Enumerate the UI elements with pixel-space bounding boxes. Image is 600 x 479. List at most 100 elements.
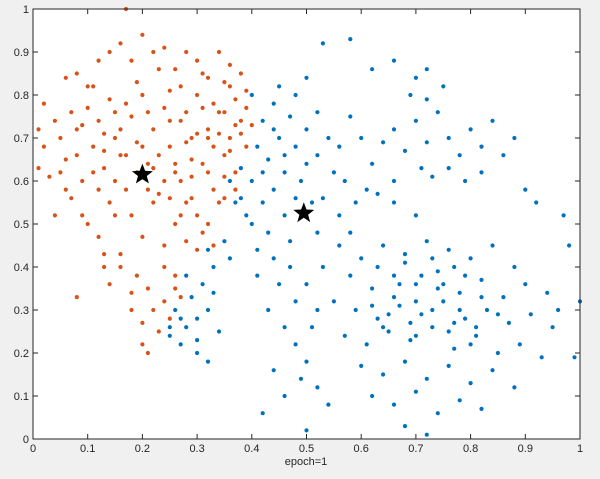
- series-1-point-88: [359, 256, 364, 261]
- series-1-point-184: [304, 428, 309, 433]
- series-1-point-6: [288, 114, 293, 119]
- series-1-point-20: [326, 135, 331, 141]
- y-axis-ticks: 0 0.1 0.2 0.3 0.4 0.5 0.6 0.7 0.8 0.9 1: [14, 4, 580, 446]
- series-0-point-137: [145, 187, 150, 192]
- series-0-point-150: [244, 88, 249, 93]
- series-1-point-167: [495, 312, 500, 317]
- series-1-point-189: [184, 325, 189, 330]
- series-1-point-33: [282, 153, 287, 158]
- series-0-point-132: [211, 243, 216, 248]
- series-0-point-32: [129, 114, 134, 119]
- x-tick-label-1: 0.1: [80, 443, 95, 455]
- series-0-point-62: [178, 178, 183, 184]
- series-1-point-52: [370, 161, 375, 166]
- series-1-point-0: [249, 92, 254, 98]
- series-0-point-104: [178, 295, 183, 300]
- series-0-point-124: [205, 135, 211, 141]
- series-1-point-36: [293, 196, 298, 201]
- series-0-point-25: [91, 144, 96, 149]
- series-0-point-84: [96, 234, 101, 239]
- series-1-point-38: [337, 213, 342, 218]
- series-1-point-55: [402, 148, 408, 153]
- x-tick-label-8: 0.8: [463, 443, 478, 455]
- series-0-point-82: [69, 196, 74, 201]
- series-1-point-45: [222, 239, 227, 244]
- series-1-point-7: [282, 170, 287, 175]
- series-1-point-12: [271, 187, 276, 192]
- series-1-point-152: [304, 282, 309, 287]
- series-1-point-44: [211, 264, 216, 270]
- series-1-point-93: [468, 256, 473, 261]
- series-0-point-31: [123, 187, 129, 192]
- series-1-point-157: [391, 295, 397, 300]
- series-1-point-121: [408, 338, 413, 343]
- series-0-point-142: [80, 123, 85, 128]
- series-0-point-134: [189, 196, 194, 201]
- series-1-point-96: [348, 273, 353, 278]
- series-1-point-154: [293, 299, 298, 304]
- star-marker-1: [293, 202, 315, 223]
- series-1-point-41: [271, 256, 276, 261]
- series-0-point-130: [233, 187, 238, 192]
- series-1-point-145: [315, 385, 320, 390]
- series-1-point-176: [381, 325, 386, 330]
- series-0-point-63: [189, 157, 194, 162]
- series-0: [36, 6, 254, 356]
- series-0-point-27: [102, 166, 107, 171]
- series-1-point-56: [413, 118, 418, 123]
- series-0-point-40: [173, 170, 178, 175]
- series-0-point-131: [222, 196, 227, 201]
- series-1-point-190: [195, 316, 200, 321]
- series-1-point-122: [430, 325, 435, 330]
- series-1-point-107: [331, 299, 336, 304]
- series-0-point-68: [74, 153, 79, 158]
- series-0-point-12: [162, 45, 167, 50]
- series-0-point-92: [36, 166, 41, 171]
- series-1-point-196: [211, 290, 216, 295]
- series-1-point-26: [255, 247, 260, 252]
- series-1-point-34: [304, 161, 309, 166]
- series-1-point-123: [452, 346, 457, 351]
- series-1-point-86: [413, 213, 418, 218]
- series-0-point-88: [184, 239, 189, 244]
- series-0-point-76: [107, 200, 112, 205]
- series-0-point-79: [173, 221, 178, 227]
- series-0-point-60: [156, 153, 161, 158]
- series-0-point-99: [118, 264, 123, 270]
- series-1-point-102: [479, 277, 484, 282]
- series-1-point-110: [397, 303, 402, 308]
- series-0-point-38: [162, 105, 167, 110]
- series-1-point-199: [178, 316, 183, 321]
- series-0-point-153: [211, 101, 216, 106]
- series-0-point-33: [134, 140, 139, 145]
- series-0-point-106: [162, 299, 167, 304]
- series-0-point-86: [140, 234, 145, 239]
- series-1-point-131: [424, 376, 429, 381]
- series-0-point-11: [151, 49, 156, 55]
- series-0-point-110: [140, 342, 145, 347]
- y-tick-label-1: 0.1: [14, 391, 29, 403]
- series-1-point-136: [370, 393, 375, 399]
- series-0-point-143: [69, 110, 74, 115]
- series-0-point-39: [167, 144, 172, 149]
- x-tick-label-9: 0.9: [518, 443, 533, 455]
- series-1-point-23: [282, 213, 287, 218]
- series-1-point-200: [216, 329, 222, 334]
- series-0-point-103: [173, 273, 178, 278]
- series-1-point-39: [348, 230, 353, 235]
- series-0-point-17: [216, 49, 222, 55]
- series-0-point-94: [47, 174, 52, 179]
- series-0-point-148: [200, 71, 205, 76]
- series-0-point-123: [195, 131, 200, 136]
- series-0-point-48: [216, 110, 222, 115]
- series-0-point-43: [189, 135, 194, 141]
- series-0-point-29: [112, 135, 118, 141]
- series-1-point-183: [567, 243, 572, 248]
- series-0-point-59: [145, 110, 150, 115]
- series-1-point-146: [326, 402, 331, 407]
- series-0-point-96: [63, 187, 68, 192]
- series-1-point-147: [282, 393, 287, 399]
- series-0-point-78: [151, 200, 156, 205]
- series-1-point-15: [238, 166, 243, 171]
- series-0-point-152: [189, 174, 194, 179]
